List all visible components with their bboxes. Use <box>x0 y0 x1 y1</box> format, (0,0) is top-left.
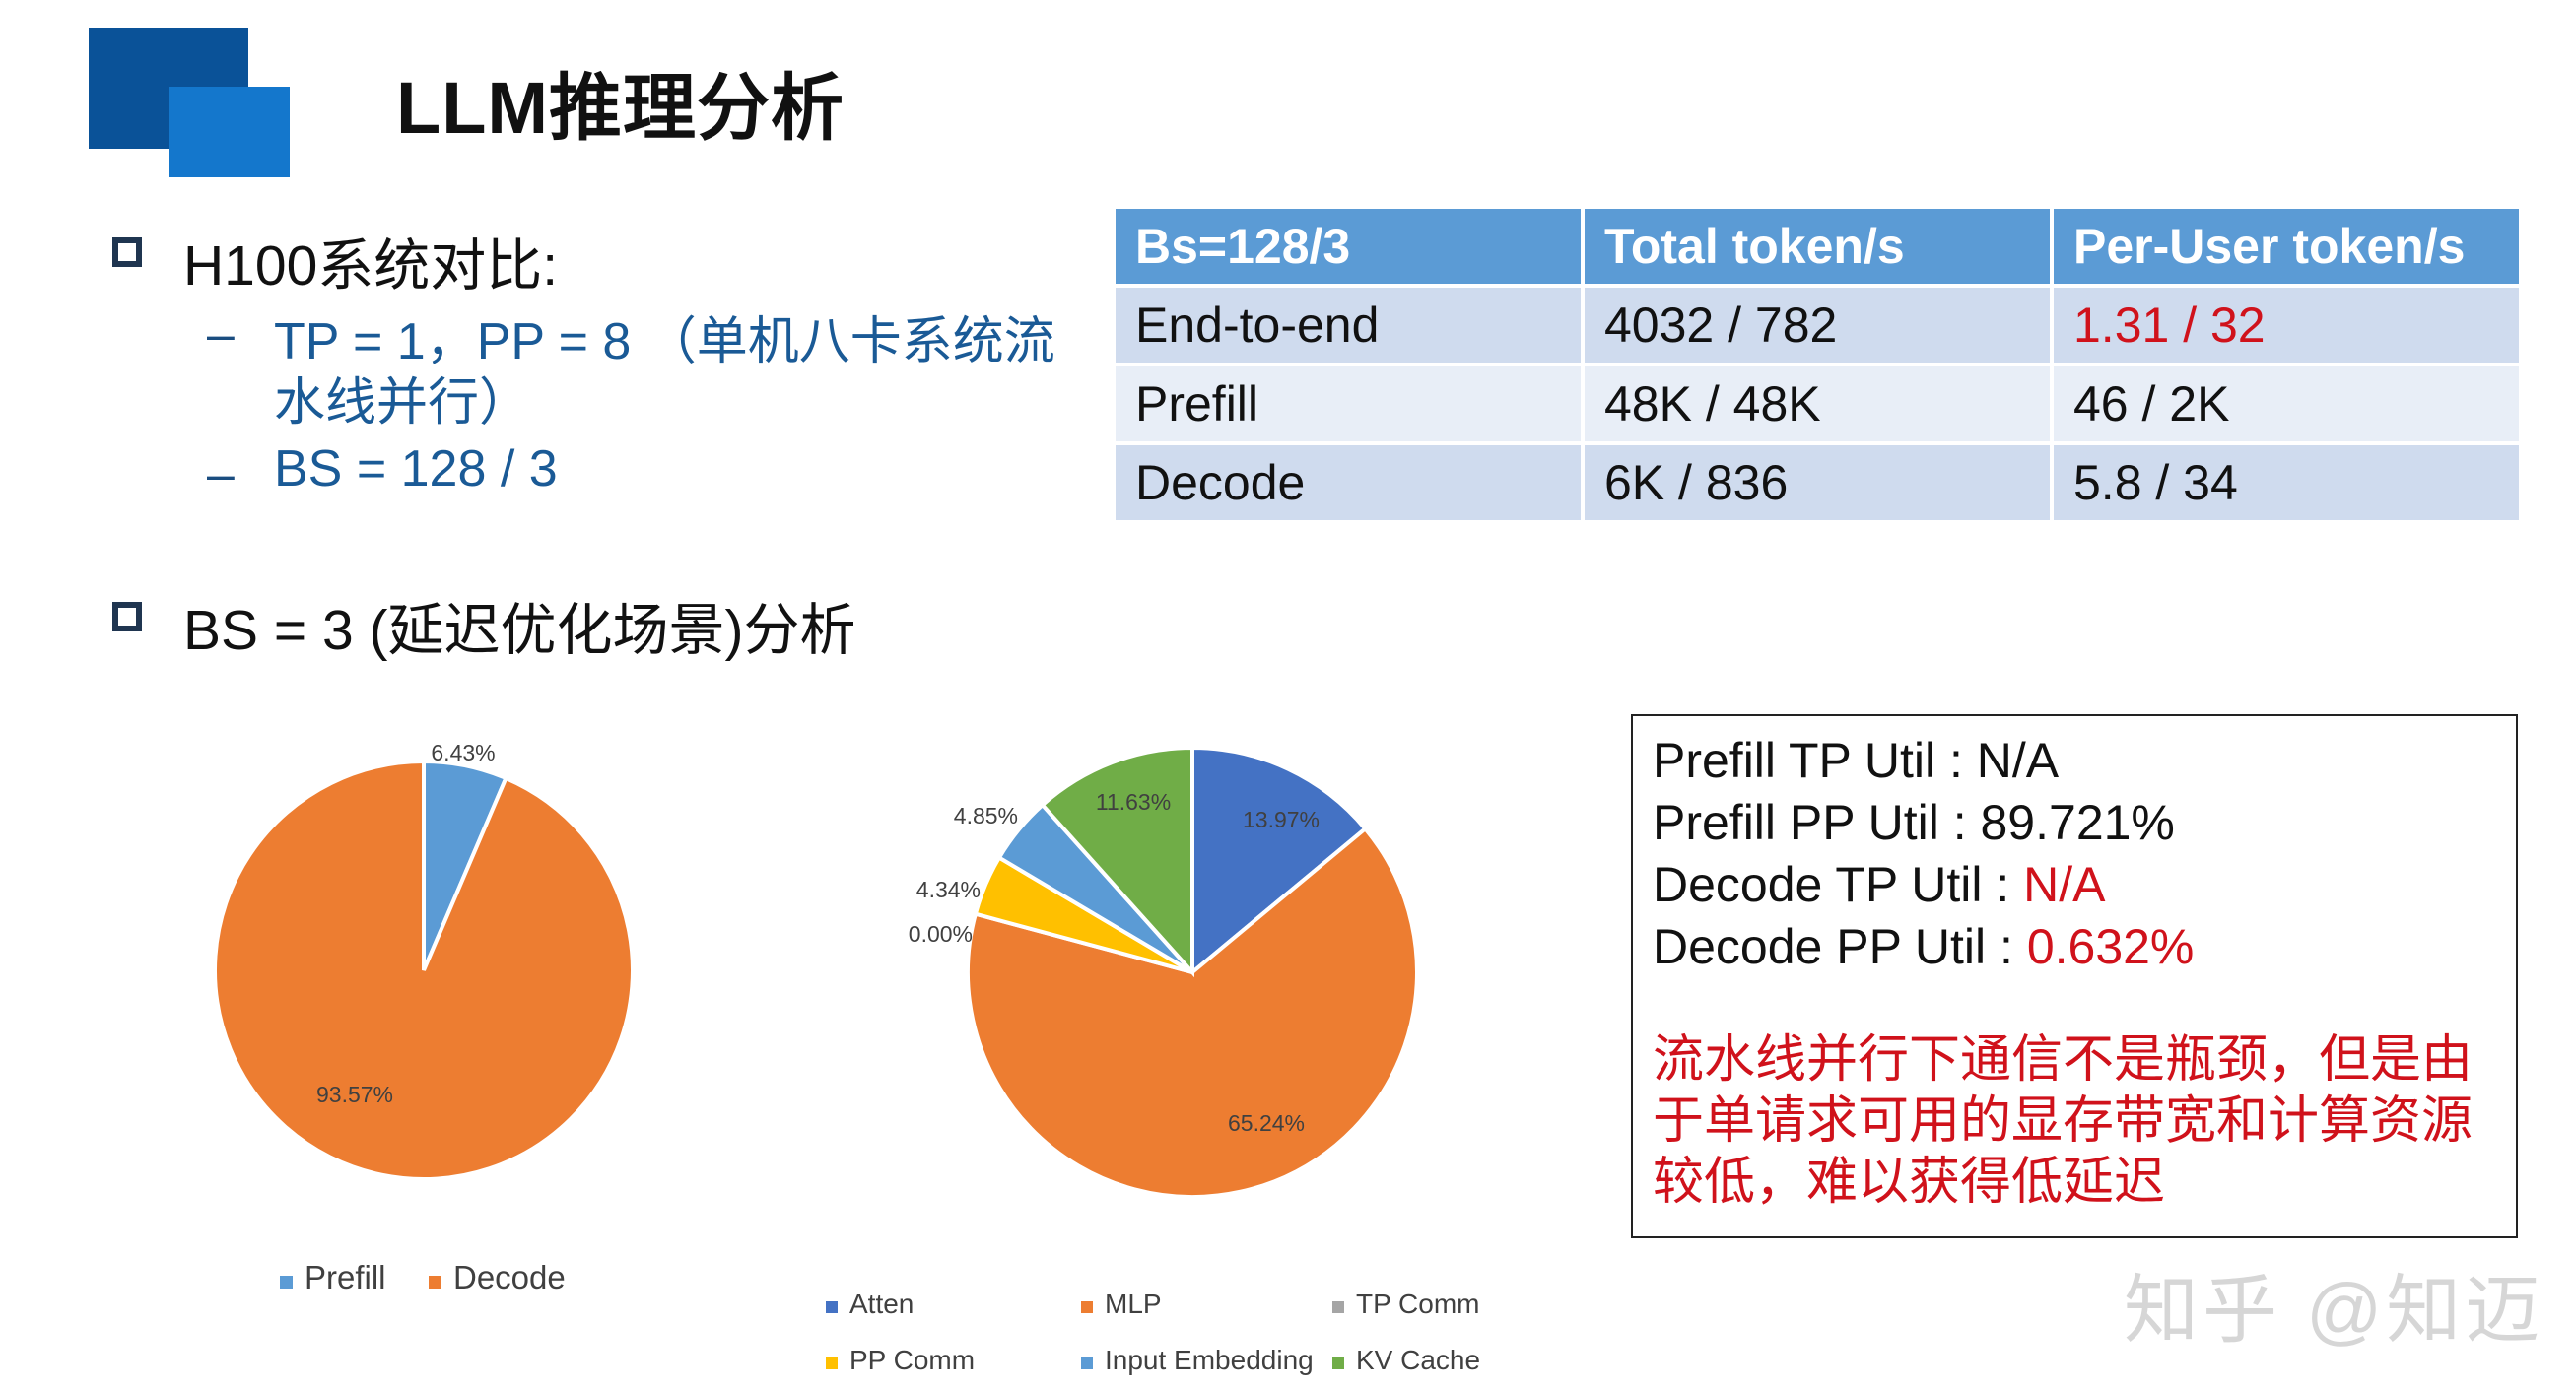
table-row: Prefill 48K / 48K 46 / 2K <box>1112 363 2523 445</box>
dash-icon: – <box>207 306 235 362</box>
legend-swatch-icon <box>1332 1357 1344 1369</box>
legend-swatch-icon <box>826 1301 838 1313</box>
legend-swatch-icon <box>826 1357 838 1369</box>
table-cell: 48K / 48K <box>1581 363 2054 445</box>
info-value: N/A <box>2023 857 2106 912</box>
table-cell: 1.31 / 32 <box>2050 284 2523 366</box>
table-cell: 5.8 / 34 <box>2050 441 2523 524</box>
throughput-table: Bs=128/3 Total token/s Per-User token/s … <box>1112 205 2523 524</box>
utilization-info-box: Prefill TP Util : N/A Prefill PP Util : … <box>1631 714 2518 1238</box>
legend-swatch-icon <box>429 1276 441 1289</box>
legend-swatch-icon <box>1081 1301 1093 1313</box>
slide-title: LLM推理分析 <box>396 67 846 149</box>
table-header-cell: Per-User token/s <box>2050 205 2523 288</box>
pie-data-label: 93.57% <box>316 1082 393 1107</box>
sub-bullet-tp-pp: TP = 1，PP = 8 （单机八卡系统流 <box>274 313 1055 370</box>
watermark: 知乎 @知迈 <box>2124 1269 2544 1353</box>
table-cell: Prefill <box>1112 363 1585 445</box>
legend-swatch-icon <box>1081 1357 1093 1369</box>
table-cell: End-to-end <box>1112 284 1585 366</box>
pie-data-label: 13.97% <box>1243 807 1320 832</box>
legend-entry: MLP <box>1105 1289 1162 1319</box>
legend-swatch-icon <box>1332 1301 1344 1313</box>
pie-data-label: 0.00% <box>909 921 973 947</box>
pie-data-label: 65.24% <box>1228 1110 1305 1136</box>
pie-slice-atten <box>1190 745 1369 977</box>
pie-slice-decode <box>213 759 635 1181</box>
table-header-cell: Bs=128/3 <box>1112 205 1585 288</box>
bullet-system-compare: H100系统对比: <box>183 234 559 298</box>
table-row: Decode 6K / 836 5.8 / 34 <box>1112 441 2523 524</box>
logo-block-front <box>169 87 290 177</box>
info-value: 0.632% <box>2026 919 2195 974</box>
pie-data-label: 4.34% <box>916 877 981 902</box>
info-value: N/A <box>1976 733 2060 788</box>
legend-entry: Decode <box>453 1259 566 1295</box>
sub-bullet-tp-pp-cont: 水线并行） <box>274 374 531 431</box>
info-line: Decode PP Util : 0.632% <box>1653 919 2195 974</box>
legend-entry: TP Comm <box>1356 1289 1480 1319</box>
info-line: Prefill PP Util : 89.721% <box>1653 795 2175 850</box>
bullet-square-icon <box>112 602 142 631</box>
conclusion-note: 流水线并行下通信不是瓶颈，但是由 于单请求可用的显存带宽和计算资源 较低，难以获… <box>1653 1031 2474 1211</box>
table-cell: Decode <box>1112 441 1585 524</box>
table-header-cell: Total token/s <box>1581 205 2054 288</box>
legend-swatch-icon <box>280 1276 293 1289</box>
pie-slice-kv-cache <box>1040 745 1194 978</box>
sub-bullet-bs: BS = 128 / 3 <box>274 440 558 497</box>
info-line: Decode TP Util : N/A <box>1653 857 2106 912</box>
legend-entry: Input Embedding <box>1105 1345 1314 1375</box>
bullet-bs3-analysis: BS = 3 (延迟优化场景)分析 <box>183 599 856 662</box>
table-header-row: Bs=128/3 Total token/s Per-User token/s <box>1112 205 2523 288</box>
legend-entry: PP Comm <box>849 1345 975 1375</box>
pie-data-label: 6.43% <box>431 740 495 765</box>
table-cell: 46 / 2K <box>2050 363 2523 445</box>
info-value: 89.721% <box>1980 795 2175 850</box>
bullet-square-icon <box>112 237 142 267</box>
dash-icon: – <box>207 446 235 501</box>
pie-slice-mlp <box>966 826 1419 1199</box>
pie-data-label: 4.85% <box>954 803 1018 828</box>
table-cell: 6K / 836 <box>1581 441 2054 524</box>
pie-data-label: 11.63% <box>1096 789 1171 815</box>
table-row: End-to-end 4032 / 782 1.31 / 32 <box>1112 284 2523 366</box>
legend-entry: Prefill <box>305 1259 386 1295</box>
table-cell: 4032 / 782 <box>1581 284 2054 366</box>
legend-entry: KV Cache <box>1356 1345 1480 1375</box>
legend-entry: Atten <box>849 1289 914 1319</box>
info-line: Prefill TP Util : N/A <box>1653 733 2060 788</box>
